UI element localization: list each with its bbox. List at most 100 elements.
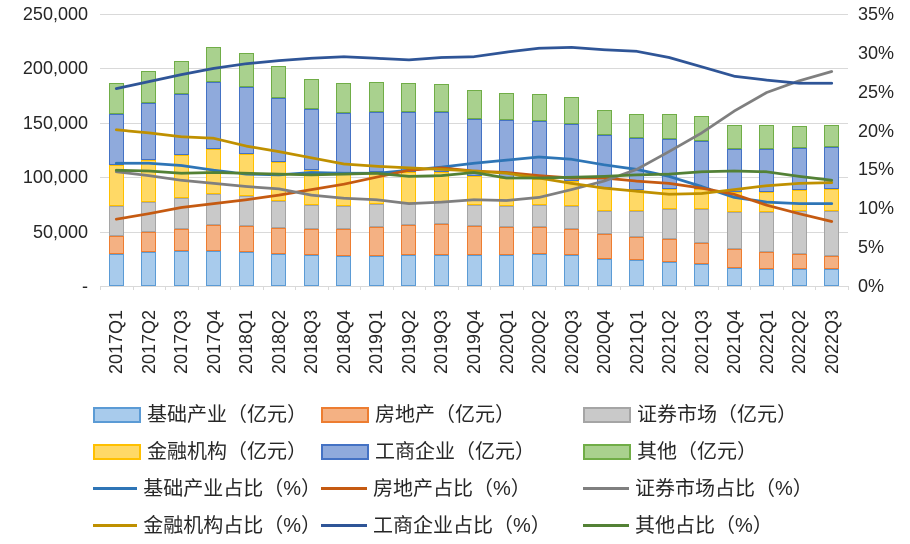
segment-证券市场（亿元） [661, 209, 677, 240]
segment-其他（亿元） [629, 113, 645, 139]
segment-房地产（亿元） [596, 234, 612, 259]
segment-证券市场（亿元） [466, 204, 482, 227]
y-left-tick-label: 250,000 [22, 4, 88, 24]
segment-金融机构（亿元） [791, 190, 807, 212]
segment-其他（亿元） [206, 47, 222, 82]
legend-item-其他占比（%）: 其他占比（%） [583, 514, 910, 538]
bar-2021Q3 [694, 116, 710, 286]
gridline [100, 68, 848, 70]
x-tick-mark [132, 286, 134, 290]
line-金融机构占比（%） [114, 128, 834, 196]
segment-证券市场（亿元） [336, 205, 352, 230]
x-axis-label-2022Q2: 2022Q2 [789, 309, 810, 374]
segment-其他（亿元） [531, 94, 547, 121]
segment-房地产（亿元） [824, 255, 840, 269]
segment-证券市场（亿元） [629, 211, 645, 238]
legend-item-工商企业占比（%）: 工商企业占比（%） [321, 514, 583, 538]
plot-area [100, 14, 848, 287]
legend-line-swatch [583, 523, 629, 528]
legend-label: 其他（亿元） [637, 440, 757, 463]
segment-其他（亿元） [596, 110, 612, 136]
segment-证券市场（亿元） [791, 211, 807, 254]
x-tick-mark [230, 286, 232, 290]
segment-房地产（亿元） [206, 225, 222, 251]
segment-其他（亿元） [108, 83, 124, 114]
segment-其他（亿元） [303, 78, 319, 109]
bar-2022Q2 [791, 125, 807, 286]
y-right-tick-label: 15% [858, 159, 895, 180]
segment-基础产业（亿元） [694, 264, 710, 286]
segment-金融机构（亿元） [824, 189, 840, 211]
legend-item-金融机构占比（%）: 金融机构占比（%） [93, 514, 321, 538]
segment-房地产（亿元） [564, 229, 580, 256]
segment-其他（亿元） [759, 125, 775, 150]
legend-label: 基础产业（亿元） [147, 403, 307, 426]
segment-基础产业（亿元） [336, 256, 352, 286]
segment-房地产（亿元） [108, 236, 124, 254]
x-axis-line [100, 286, 848, 287]
x-tick-mark [782, 286, 784, 290]
segment-房地产（亿元） [759, 252, 775, 269]
x-axis-label-2018Q3: 2018Q3 [301, 309, 322, 374]
segment-房地产（亿元） [271, 228, 287, 255]
x-axis-label-2020Q4: 2020Q4 [594, 309, 615, 374]
legend-line-swatch [93, 486, 138, 491]
y-right-tick-label: 0% [858, 276, 885, 296]
y-right-tick-label: 5% [858, 237, 885, 258]
x-axis-label-2019Q4: 2019Q4 [464, 309, 484, 374]
percentage-lines-layer [114, 46, 834, 223]
x-tick-mark [392, 286, 394, 290]
segment-基础产业（亿元） [824, 268, 840, 286]
y-right-tick-label: 35% [858, 4, 895, 24]
legend-item-证券市场占比（%）: 证券市场占比（%） [583, 477, 910, 501]
x-tick-mark [587, 286, 589, 290]
segment-基础产业（亿元） [564, 255, 580, 286]
segment-其他（亿元） [499, 93, 515, 121]
segment-基础产业（亿元） [141, 252, 157, 286]
line-其他占比（%） [114, 168, 834, 182]
y-right-tick-label: 10% [858, 198, 895, 219]
segment-房地产（亿元） [368, 227, 384, 256]
segment-其他（亿元） [433, 83, 449, 113]
segment-其他（亿元） [791, 125, 807, 149]
x-axis-label-2017Q3: 2017Q3 [171, 309, 192, 374]
x-axis-label-2021Q4: 2021Q4 [724, 309, 745, 374]
segment-基础产业（亿元） [271, 254, 287, 286]
x-axis-label-2019Q3: 2019Q3 [431, 309, 452, 374]
legend-bar-swatch [93, 406, 141, 423]
y-right-tick-label: 20% [858, 120, 895, 141]
segment-房地产（亿元） [726, 248, 742, 268]
legend-label: 工商企业（亿元） [375, 440, 535, 463]
x-tick-mark [555, 286, 557, 290]
legend-label: 金融机构占比（%） [143, 514, 321, 537]
segment-其他（亿元） [368, 81, 384, 112]
legend-line-swatch [583, 486, 629, 491]
segment-证券市场（亿元） [759, 212, 775, 253]
segment-基础产业（亿元） [759, 268, 775, 286]
x-tick-mark [815, 286, 817, 290]
segment-房地产（亿元） [303, 229, 319, 256]
y-left-tick-label: 100,000 [22, 167, 88, 188]
line-基础产业占比（%） [114, 155, 834, 205]
segment-工商企业（亿元） [238, 86, 254, 154]
segment-其他（亿元） [141, 71, 157, 104]
legend-label: 工商企业占比（%） [373, 514, 551, 537]
segment-基础产业（亿元） [173, 251, 189, 286]
segment-基础产业（亿元） [238, 252, 254, 286]
segment-基础产业（亿元） [791, 268, 807, 286]
x-axis-label-2020Q2: 2020Q2 [529, 309, 550, 374]
segment-基础产业（亿元） [206, 250, 222, 286]
x-axis-label-2022Q3: 2022Q3 [821, 309, 842, 374]
legend-bar-swatch [93, 443, 141, 460]
legend-row: 金融机构占比（%） 工商企业占比（%） 其他占比（%） [0, 507, 910, 544]
x-axis-label-2017Q4: 2017Q4 [203, 309, 224, 374]
legend-line-swatch [321, 486, 367, 491]
x-tick-mark [197, 286, 199, 290]
segment-其他（亿元） [238, 52, 254, 87]
x-tick-mark [750, 286, 752, 290]
bar-2020Q2 [531, 94, 547, 286]
bar-2020Q3 [564, 97, 580, 286]
x-tick-mark [295, 286, 297, 290]
segment-其他（亿元） [466, 90, 482, 119]
x-tick-mark [652, 286, 654, 290]
